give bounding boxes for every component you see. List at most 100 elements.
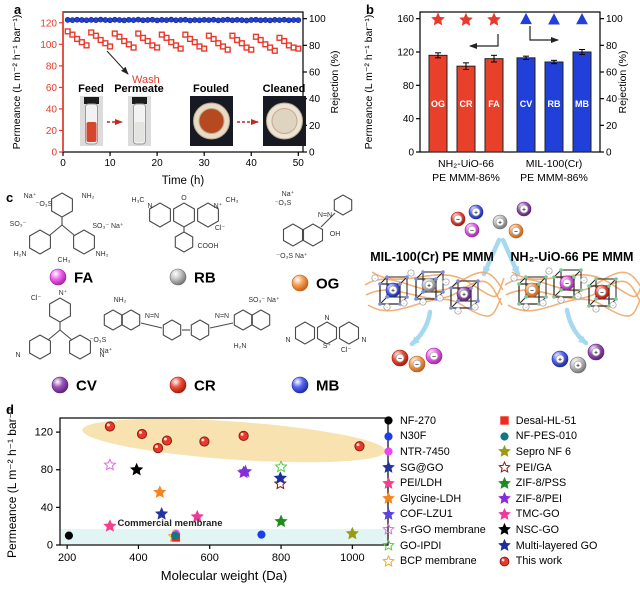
legend-marker — [384, 432, 393, 441]
cage-node — [476, 279, 480, 283]
cage-node — [385, 295, 389, 299]
right-axis-arrow — [529, 26, 559, 43]
y-tick-label: 80 — [403, 81, 415, 92]
rejection-point — [69, 17, 76, 23]
legend-marker — [382, 461, 395, 473]
surface-charge-dot: · — [577, 294, 579, 300]
bond — [47, 329, 61, 341]
polymer-chain — [367, 297, 502, 317]
legend-marker-star — [382, 492, 395, 505]
benzene-ring — [338, 321, 360, 345]
panel-a-chart: 0 20 40 60 80 100 120 0 20 40 60 80 100 0 10 20 30 40 50 Fe… — [11, 11, 341, 187]
group-label-CV: N — [99, 352, 104, 359]
panel-b: 0 40 80 120 160 0 20 40 60 80 100 OG CR FA CV RB MB NH₂-U… — [358, 4, 640, 190]
dye-label-OG: OG — [316, 276, 339, 293]
x-tick-label: 200 — [58, 552, 76, 564]
legend-column: NF-270 N30F NTR-7450 SG@GO PEI/LDH Glycine-LD… — [382, 413, 486, 569]
point-Glycine-LDH — [153, 485, 167, 498]
group-label-OG: ⁻O₃S — [275, 200, 292, 207]
cage-node — [414, 297, 418, 301]
bond — [140, 322, 163, 329]
point-ZIF-8-PEI — [237, 465, 251, 479]
permeance-point — [215, 40, 222, 47]
rejection-point — [173, 17, 179, 24]
cage-node — [537, 282, 541, 286]
cage-node — [559, 268, 563, 272]
group-label-OG: N=N — [318, 212, 332, 219]
point-SG-GO — [155, 507, 169, 520]
permeate-arrow-right — [564, 307, 589, 346]
group-label-RB: CH₃ — [226, 197, 239, 204]
charge-sign: − — [530, 287, 534, 294]
legend-item: Multi-layered GO — [497, 538, 597, 554]
surface-charge-dot: · — [595, 307, 597, 313]
point-This-work — [238, 430, 249, 441]
feed-arrow-right — [500, 237, 521, 277]
x-tick-label: 0 — [60, 158, 66, 169]
benzene-ring — [73, 229, 95, 255]
charge-badge — [519, 204, 529, 214]
dye-sphere-RB — [169, 268, 187, 286]
group-label-line2: PE MMM-86% — [520, 172, 588, 184]
bond — [320, 212, 336, 228]
surface-charge-dot: · — [542, 301, 544, 307]
cage-node — [544, 295, 548, 299]
rejection-point — [210, 16, 217, 23]
charge-badge — [573, 360, 583, 370]
group-label-RB: H₃C — [132, 197, 145, 204]
this-work-ellipse — [82, 418, 386, 463]
y-tick-right-label: 40 — [309, 94, 321, 105]
benzene-ring — [29, 334, 51, 360]
legend-item: ZIF-8/PEI — [497, 491, 598, 507]
cage-node — [405, 275, 409, 279]
legend-marker — [500, 432, 509, 441]
rejection-point — [206, 17, 212, 23]
group-label-line2: PE MMM-86% — [432, 172, 500, 184]
y-tick-label: 40 — [41, 502, 53, 514]
bond — [209, 322, 234, 329]
legend-marker — [382, 507, 395, 520]
rejection-point — [196, 17, 203, 24]
surface-charge-dot: · — [612, 303, 614, 309]
rejection-point — [93, 17, 99, 23]
vial-liquid — [134, 122, 145, 142]
permeance-point — [92, 32, 100, 39]
rejection-point — [126, 17, 132, 23]
legend-item: PEI/LDH — [382, 475, 486, 491]
surface-charge-dot: · — [439, 296, 441, 302]
cage-node — [469, 286, 473, 290]
group-label-RB: N⁺ — [214, 202, 223, 210]
group-label-RB: COOH — [198, 243, 219, 250]
surface-charge-dot: · — [583, 278, 585, 284]
panel-c-label: c — [6, 190, 14, 205]
charge-sign: − — [600, 289, 604, 296]
surface-charge-dot: · — [422, 300, 424, 306]
permeance-point — [262, 41, 269, 48]
x-tick-label: 400 — [129, 552, 147, 564]
y-tick-label: 0 — [47, 540, 53, 552]
legend-label: COF-LZU1 — [400, 508, 453, 521]
panel-b-label: b — [366, 2, 374, 17]
legend-item: PEI/GA — [497, 460, 598, 476]
y-tick-right-label: 40 — [606, 94, 618, 105]
legend-item: ZIF-8/PSS — [497, 475, 598, 491]
panel-a: 0 20 40 60 80 100 120 0 20 40 60 80 100 0 10 20 30 40 50 Fe… — [8, 4, 363, 190]
rejection-point — [83, 17, 90, 24]
permeance-point — [295, 45, 302, 52]
cage-node — [456, 279, 460, 283]
legend-marker-star — [497, 523, 511, 536]
panel-b-ylabel-left: Permeance (L m⁻² h⁻¹ bar⁻¹) — [363, 15, 375, 150]
cage-node — [559, 288, 563, 292]
permeance-point — [172, 42, 180, 49]
rejection-point — [238, 17, 245, 23]
group-label-OG: OH — [330, 231, 341, 238]
y-tick-right-label: 100 — [309, 14, 326, 25]
legend-marker — [382, 492, 395, 505]
surface-charge — [580, 276, 588, 284]
legend-marker — [382, 539, 395, 551]
dye-label-RB: RB — [194, 270, 216, 287]
panel-a-label: a — [14, 2, 22, 17]
group-label-FA: SO₃⁻ — [10, 221, 27, 228]
group-label-RB: N — [147, 203, 152, 210]
